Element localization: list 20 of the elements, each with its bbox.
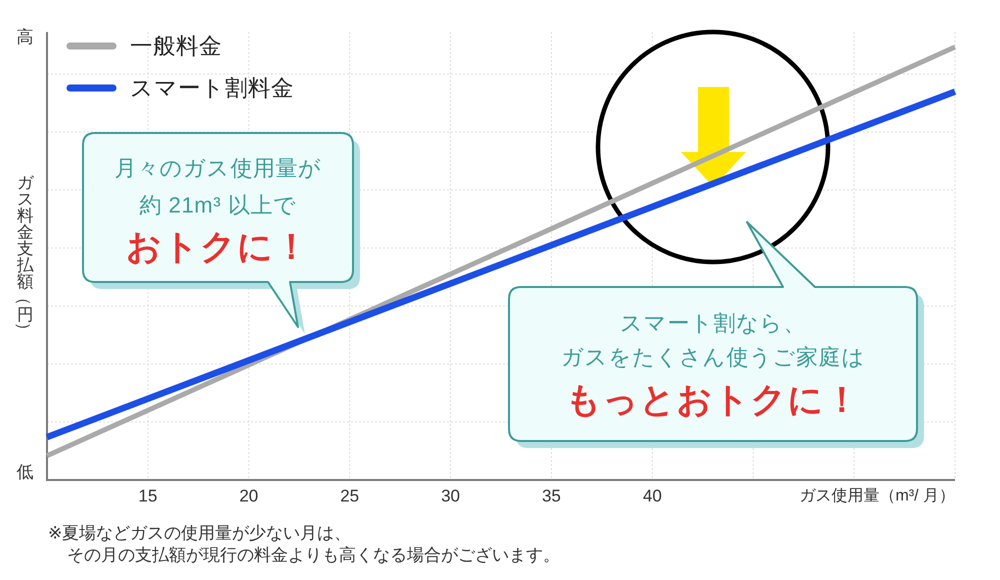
x-tick-label: 15 bbox=[138, 486, 158, 506]
callout-text: スマート割なら、 bbox=[620, 310, 806, 336]
x-tick-label: 35 bbox=[542, 486, 561, 506]
x-tick-label: 25 bbox=[340, 486, 360, 506]
footnote: ※夏場などガスの使用量が少ない月は、 bbox=[48, 524, 352, 542]
callout-text: おトクに！ bbox=[126, 228, 310, 266]
x-axis-title: ガス使用量（m³/ 月） bbox=[799, 488, 955, 504]
legend-label: スマート割料金 bbox=[130, 76, 294, 100]
legend-label: 一般料金 bbox=[130, 34, 222, 58]
x-tick-label: 40 bbox=[642, 486, 662, 506]
callout-text: 月々のガス使用量が bbox=[114, 156, 322, 180]
footnote: その月の支払額が現行の料金よりも高くなる場合がございます。 bbox=[67, 546, 560, 564]
y-axis-end-label: 低 bbox=[16, 462, 34, 482]
y-axis-end-label: 高 bbox=[16, 28, 34, 46]
x-tick-label: 20 bbox=[239, 486, 258, 506]
callout-text: 約 21m³ 以上で bbox=[139, 192, 297, 218]
y-axis-title: ガス料金支払額（円） bbox=[14, 174, 34, 339]
callout-text: ガスをたくさん使うご家庭は bbox=[561, 344, 865, 370]
callout-text: もっとおトクに！ bbox=[566, 380, 860, 420]
x-tick-label: 30 bbox=[441, 486, 460, 506]
